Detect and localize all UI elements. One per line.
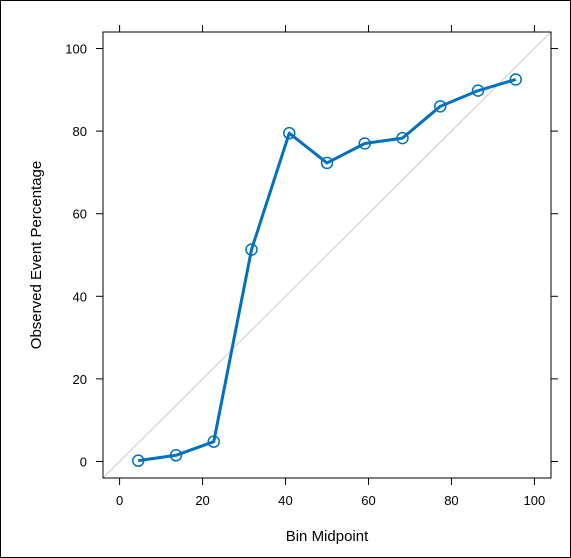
y-tick-label: 100 bbox=[65, 42, 87, 57]
x-axis-title: Bin Midpoint bbox=[286, 528, 369, 545]
y-tick-label: 60 bbox=[73, 207, 87, 222]
series-layer bbox=[132, 73, 522, 467]
data-point bbox=[358, 137, 371, 150]
y-tick-label: 40 bbox=[73, 289, 87, 304]
y-tick-label: 80 bbox=[73, 124, 87, 139]
x-tick-label: 40 bbox=[278, 493, 292, 508]
x-tick-label: 100 bbox=[524, 493, 546, 508]
data-point bbox=[433, 100, 447, 113]
y-tick-label: 20 bbox=[73, 372, 87, 387]
ticks-layer: 0 20 40 60 80 100 0 20 40 60 80 100 bbox=[65, 25, 558, 508]
data-point bbox=[245, 243, 258, 256]
data-point bbox=[396, 131, 409, 145]
reference-diagonal bbox=[102, 31, 552, 479]
data-point bbox=[132, 454, 145, 467]
y-axis-title: Observed Event Percentage bbox=[28, 161, 45, 349]
y-tick-label: 0 bbox=[80, 454, 87, 469]
x-tick-label: 60 bbox=[361, 493, 375, 508]
plot-area bbox=[102, 31, 552, 479]
data-point bbox=[320, 156, 334, 170]
data-point bbox=[169, 449, 183, 462]
data-point bbox=[283, 126, 296, 140]
reference-layer bbox=[102, 31, 552, 479]
x-tick-label: 20 bbox=[195, 493, 209, 508]
data-point bbox=[207, 435, 221, 448]
data-point bbox=[509, 73, 522, 86]
x-tick-label: 0 bbox=[116, 493, 123, 508]
series-line bbox=[138, 78, 517, 463]
data-point bbox=[471, 84, 485, 97]
x-tick-label: 80 bbox=[444, 493, 458, 508]
